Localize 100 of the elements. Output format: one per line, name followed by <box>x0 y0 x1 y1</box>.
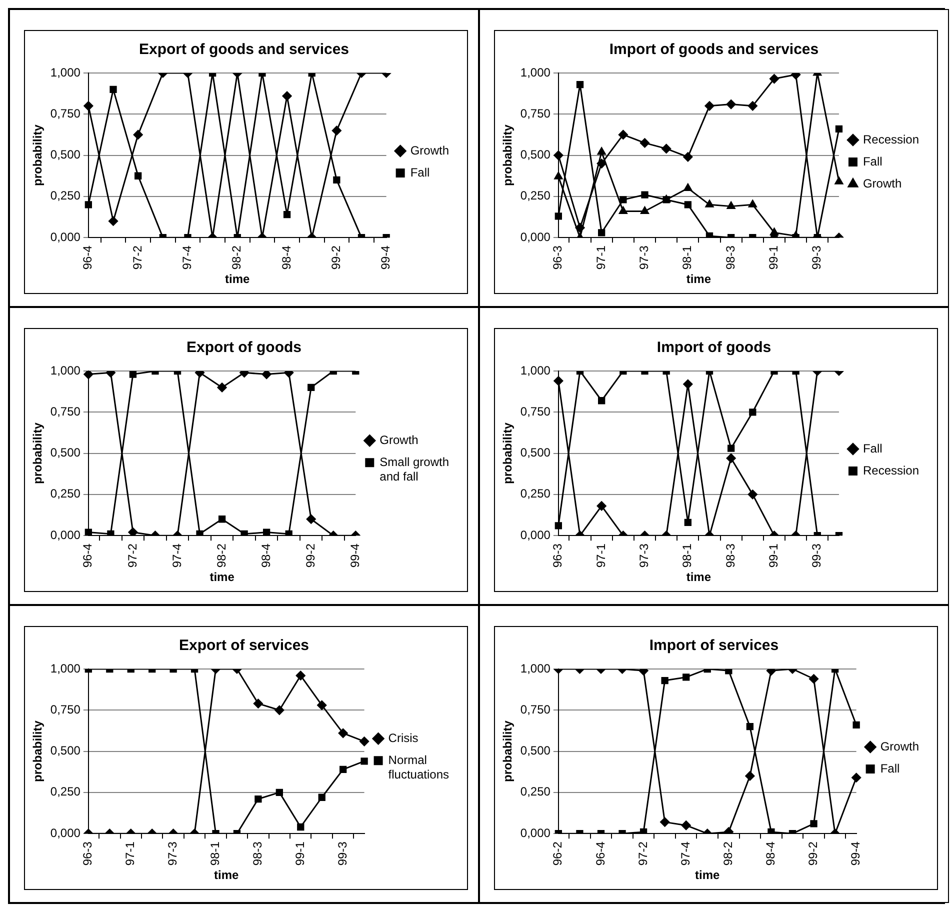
x-tick-label: 99-1 <box>766 543 781 568</box>
x-tick-label: 96-4 <box>80 543 95 568</box>
chart-title: Export of goods and services <box>138 41 350 58</box>
x-tick-label: 97-2 <box>125 543 140 568</box>
legend-label: Growth <box>380 432 418 447</box>
y-tick-label: 0,750 <box>520 702 551 716</box>
chart-title: Import of goods and services <box>609 41 819 58</box>
legend-label: Fall <box>862 441 882 456</box>
y-tick-label: 0,250 <box>50 486 81 501</box>
x-tick-label: 98-1 <box>208 841 222 866</box>
x-tick-label: 99-3 <box>810 245 824 270</box>
x-tick-label: 97-2 <box>130 245 144 270</box>
x-tick-label: 99-3 <box>335 841 350 866</box>
x-tick-label: 96-3 <box>80 841 95 866</box>
x-tick-label: 97-3 <box>166 841 180 866</box>
y-tick-label: 0,250 <box>520 784 551 799</box>
x-tick-label: 98-2 <box>230 245 244 270</box>
x-axis-title: time <box>225 272 250 286</box>
x-tick-label: 97-4 <box>170 543 184 568</box>
y-tick-label: 0,500 <box>520 148 551 162</box>
y-tick-label: 0,750 <box>50 702 81 716</box>
y-axis-title: probability <box>30 124 45 186</box>
x-tick-label: 96-4 <box>80 245 95 270</box>
x-tick-label: 98-2 <box>214 543 228 568</box>
y-tick-label: 0,500 <box>520 744 551 758</box>
x-tick-label: 97-2 <box>636 841 650 866</box>
y-tick-label: 1,000 <box>50 661 81 676</box>
x-axis-title: time <box>695 868 720 882</box>
x-axis-title: time <box>686 570 712 584</box>
y-tick-label: 1,000 <box>520 661 551 676</box>
y-tick-label: 0,000 <box>50 528 81 542</box>
chart-title: Import of goods <box>656 339 772 356</box>
x-tick-label: 98-4 <box>764 841 778 866</box>
x-tick-label: 97-3 <box>637 543 652 568</box>
legend-label: Normal fluctuations <box>388 752 449 782</box>
y-tick-label: 0,750 <box>50 106 81 120</box>
x-tick-label: 97-1 <box>594 245 608 270</box>
x-tick-label: 97-3 <box>637 245 652 270</box>
x-tick-label: 97-4 <box>678 841 692 866</box>
legend-label: Growth <box>862 176 902 190</box>
y-tick-label: 1,000 <box>520 65 551 80</box>
legend-label: Recession <box>862 463 920 478</box>
legend-label: Fall <box>410 165 430 180</box>
x-tick-label: 99-2 <box>328 245 343 270</box>
y-tick-label: 1,000 <box>50 363 81 378</box>
y-tick-label: 0,500 <box>50 744 81 758</box>
y-tick-label: 0,750 <box>50 404 81 418</box>
y-tick-label: 0,500 <box>50 148 81 162</box>
legend-label: Growth <box>410 143 450 158</box>
y-tick-label: 0,750 <box>520 106 551 120</box>
y-axis-title: probability <box>500 124 515 186</box>
x-tick-label: 96-3 <box>550 245 565 270</box>
x-tick-label: 99-3 <box>810 543 824 568</box>
y-tick-label: 0,250 <box>520 486 551 501</box>
legend-label: Recession <box>862 132 920 146</box>
y-tick-label: 0,250 <box>50 188 81 203</box>
x-tick-label: 98-3 <box>723 245 738 270</box>
x-tick-label: 98-3 <box>723 543 738 568</box>
y-axis-title: probability <box>30 720 45 782</box>
x-tick-label: 98-1 <box>680 245 694 270</box>
x-tick-label: 96-4 <box>593 841 608 866</box>
y-tick-label: 0,000 <box>520 528 551 542</box>
y-tick-label: 0,250 <box>520 188 551 203</box>
x-tick-label: 99-2 <box>303 543 318 568</box>
x-axis-title: time <box>214 868 240 882</box>
x-tick-label: 99-1 <box>766 245 781 270</box>
y-tick-label: 0,250 <box>50 784 81 799</box>
x-tick-label: 99-4 <box>848 841 863 866</box>
y-tick-label: 0,500 <box>50 446 81 460</box>
x-axis-title: time <box>686 272 712 286</box>
x-tick-label: 99-2 <box>806 841 820 866</box>
x-tick-label: 98-4 <box>258 543 273 568</box>
y-tick-label: 0,000 <box>50 230 81 244</box>
chart-title: Export of services <box>178 637 310 654</box>
y-axis-title: probability <box>500 422 515 484</box>
x-tick-label: 98-4 <box>279 245 294 270</box>
y-axis-title: probability <box>30 422 45 484</box>
y-axis-title: probability <box>500 720 515 782</box>
x-tick-label: 96-2 <box>550 841 565 866</box>
chart-title: Export of goods <box>186 339 302 356</box>
chart-title: Import of services <box>649 637 779 654</box>
x-tick-label: 96-3 <box>550 543 565 568</box>
x-tick-label: 99-1 <box>292 841 307 866</box>
legend-label: Fall <box>862 154 882 168</box>
x-axis-title: time <box>210 570 235 584</box>
y-tick-label: 0,750 <box>520 404 551 418</box>
y-tick-label: 0,000 <box>520 230 551 244</box>
y-tick-label: 1,000 <box>50 65 81 80</box>
x-tick-label: 99-4 <box>378 245 393 270</box>
x-tick-label: 98-2 <box>720 841 735 866</box>
x-tick-label: 97-4 <box>180 245 194 270</box>
legend-label: Growth <box>880 739 920 754</box>
legend-label: Crisis <box>388 730 418 745</box>
y-tick-label: 1,000 <box>520 363 551 378</box>
y-tick-label: 0,500 <box>520 446 551 460</box>
x-tick-label: 97-1 <box>594 543 608 568</box>
x-tick-label: 97-1 <box>123 841 138 866</box>
legend-label: Small growth and fall <box>380 454 449 484</box>
x-tick-label: 98-3 <box>250 841 265 866</box>
y-tick-label: 0,000 <box>520 826 551 840</box>
